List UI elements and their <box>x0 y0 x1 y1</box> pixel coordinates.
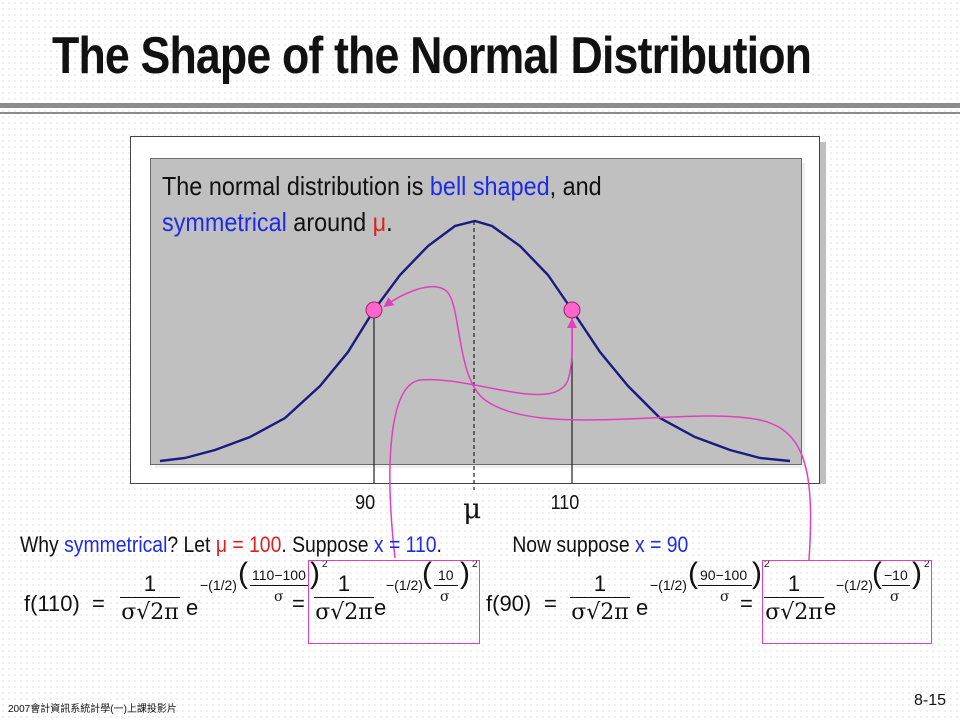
f110-e: e <box>186 595 199 620</box>
f90-num2: 1 <box>787 571 801 596</box>
q-let: ? Let <box>167 532 216 557</box>
intro-text: The normal distribution is bell shaped, … <box>162 168 602 240</box>
q-eq90: = 90 <box>644 532 689 557</box>
f110-num2: 1 <box>337 571 351 596</box>
intro-bell-shaped: bell shaped <box>429 171 550 201</box>
formula-f90: f(90) = 1 σ√2π e −(1/2) ( 90−100 σ ) 2 =… <box>486 557 936 645</box>
f90-num: 1 <box>593 571 607 596</box>
intro-part2: , and <box>549 171 602 201</box>
intro-period: . <box>386 207 393 237</box>
f90-exp-d: 2 <box>764 559 770 570</box>
q-eq100: = 100 <box>226 532 282 557</box>
f110-exp-d: 2 <box>322 559 328 570</box>
f110-exp-b: 110−100 <box>252 567 306 583</box>
f110-exp2-c: σ <box>440 589 450 605</box>
page-number: 8-15 <box>913 692 946 709</box>
f90-frac: 1 σ√2π <box>570 571 630 630</box>
q-x2: x <box>635 532 645 557</box>
q-why: Why <box>20 532 65 557</box>
point-x90 <box>365 301 383 319</box>
f90-exp-a: −(1/2) <box>650 577 687 593</box>
f110-den: σ√2π <box>121 600 179 625</box>
arrow-to-x90 <box>383 285 812 561</box>
tick-label-90: 90 <box>355 492 376 514</box>
question-line: Why symmetrical? Let μ = 100. Suppose x … <box>20 532 688 558</box>
f90-eq: = <box>544 591 557 616</box>
intro-mu: μ <box>372 207 387 237</box>
f90-lhs: f(90) <box>486 591 532 616</box>
f90-exp2-c: σ <box>890 589 900 605</box>
q-suppose: . Suppose <box>281 532 374 557</box>
f90-den: σ√2π <box>571 600 629 625</box>
intro-part3: around <box>286 207 373 237</box>
figure-panel <box>150 158 802 465</box>
point-x110 <box>563 301 581 319</box>
f90-e2: e <box>824 595 837 620</box>
f110-exp-c: σ <box>274 589 284 605</box>
f90-exp-b: 90−100 <box>700 567 748 583</box>
f90-exp-c: σ <box>720 589 730 605</box>
tick-label-mu: μ <box>463 492 482 525</box>
f90-highlight-box <box>762 560 932 644</box>
f90-exp2-a: −(1/2) <box>836 577 873 593</box>
tick-label-110: 110 <box>550 492 580 514</box>
q-dot2: . <box>436 532 442 557</box>
f90-frac2: 1 σ√2π <box>764 571 824 630</box>
title-rule-thick <box>0 103 960 108</box>
f110-exp2-b: 10 <box>438 567 454 583</box>
q-eq110: = 110 <box>383 532 437 557</box>
f90-eq2: = <box>740 591 753 616</box>
f110-e2: e <box>374 595 387 620</box>
formula-f110: f(110) = 1 σ√2π e −(1/2) ( 110−100 σ ) 2… <box>24 557 484 645</box>
q-x: x <box>373 532 384 557</box>
f110-frac2: 1 σ√2π <box>314 571 374 630</box>
f90-exp2-d: 2 <box>924 559 930 570</box>
q-mu: μ <box>215 532 227 557</box>
intro-symmetrical: symmetrical <box>162 207 287 237</box>
f110-frac: 1 σ√2π <box>120 571 180 630</box>
title-rule-thin <box>0 112 960 114</box>
f110-eq: = <box>92 591 105 616</box>
q-now: Now suppose <box>512 532 636 557</box>
f110-den2: σ√2π <box>315 600 373 625</box>
bell-curve <box>159 219 791 463</box>
f90-exp2-b: −10 <box>884 567 908 583</box>
f90-e: e <box>636 595 649 620</box>
arrow-to-x110 <box>389 318 578 559</box>
f110-num: 1 <box>143 571 157 596</box>
q-symmetrical: symmetrical <box>64 532 168 557</box>
f110-exp2-a: −(1/2) <box>386 577 423 593</box>
f110-eq2: = <box>292 591 305 616</box>
f90-den2: σ√2π <box>765 600 823 625</box>
intro-part1: The normal distribution is <box>162 171 430 201</box>
slide-title: The Shape of the Normal Distribution <box>52 27 812 85</box>
f110-highlight-box <box>308 560 480 644</box>
footer-text: 2007會計資訊系統計學(一)上課投影片 <box>8 704 177 715</box>
f110-exp-a: −(1/2) <box>200 577 237 593</box>
f110-lhs: f(110) <box>24 591 80 616</box>
f110-exp2-d: 2 <box>472 559 478 570</box>
